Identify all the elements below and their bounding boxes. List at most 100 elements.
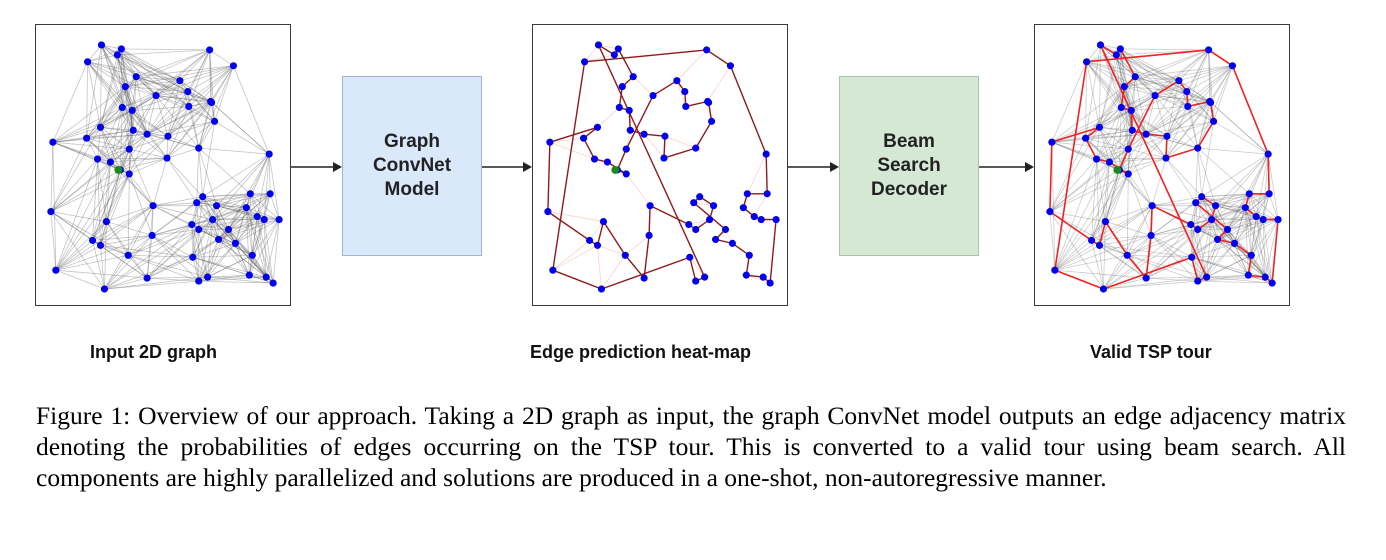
graph-node: [117, 45, 125, 53]
graph-edge: [212, 219, 253, 256]
graph-edge: [87, 48, 122, 63]
graph-edge: [198, 207, 247, 230]
graph-edge: [210, 65, 234, 102]
graph-node: [106, 158, 114, 166]
graph-edge: [1244, 207, 1249, 276]
heat-edge-strong: [602, 221, 626, 256]
graph-edge: [1227, 229, 1266, 278]
graph-edge: [1091, 240, 1104, 290]
graph-edge: [1209, 65, 1233, 102]
tour-edge: [1104, 221, 1128, 256]
graph-edge: [97, 159, 101, 246]
graph-edge: [1127, 224, 1191, 256]
graph-node: [590, 155, 599, 163]
graph-edge: [128, 95, 157, 150]
graph-edge: [1103, 221, 1106, 290]
graph-edge: [1154, 95, 1168, 137]
graph-edge: [1099, 235, 1152, 246]
graph-edge: [1166, 91, 1188, 137]
graph-edge: [1206, 276, 1273, 284]
graph-edge: [152, 157, 168, 206]
graph-edge: [1051, 142, 1056, 271]
graph-edge: [1250, 219, 1279, 256]
graph-edge: [1245, 193, 1270, 209]
graph-edge: [1262, 219, 1273, 284]
graph-edge: [50, 169, 121, 212]
graph-edge: [146, 256, 193, 279]
arrow-to-beam: [788, 158, 839, 176]
graph-edge: [100, 107, 123, 128]
graph-node: [1127, 106, 1135, 115]
graph-edge: [128, 254, 208, 278]
graph-node: [93, 155, 102, 163]
graph-node: [621, 251, 629, 259]
graph-edge: [1128, 135, 1168, 150]
graph-edge: [1234, 219, 1279, 244]
graph-edge: [251, 219, 280, 256]
graph-node: [673, 77, 681, 85]
graph-edge: [1227, 207, 1246, 230]
graph-edge: [1096, 107, 1122, 160]
graph-node: [1205, 46, 1213, 54]
beam-search-decoder-box: Beam Search Decoder: [839, 76, 979, 256]
graph-edge: [1128, 157, 1167, 175]
graph-edge: [1096, 148, 1129, 160]
graph-edge: [198, 229, 219, 240]
graph-edge: [218, 239, 250, 276]
graph-edge: [1215, 205, 1228, 230]
heat-edge-strong: [552, 61, 586, 271]
graph-edge: [1186, 49, 1209, 92]
graph-node: [213, 202, 221, 210]
graph-node: [692, 277, 700, 285]
graph-edge: [1096, 133, 1147, 160]
graph-edge: [106, 221, 148, 279]
graph-edge: [97, 148, 130, 160]
graph-edge: [1191, 257, 1207, 278]
graph-edge: [120, 135, 169, 171]
graph-edge: [216, 205, 236, 244]
graph-node: [248, 251, 256, 259]
heat-edge-strong: [616, 148, 627, 171]
graph-edge: [166, 147, 199, 159]
graph-node: [750, 213, 758, 221]
graph-edge: [110, 110, 133, 163]
graph-edge: [198, 102, 212, 149]
tour-edge: [1054, 61, 1088, 271]
graph-edge: [1099, 245, 1104, 290]
graph-edge: [1165, 157, 1197, 203]
graph-node: [193, 199, 201, 207]
graph-node: [1101, 217, 1110, 226]
heat-edge-weak: [552, 245, 598, 271]
graph-edge: [245, 207, 250, 276]
graph-edge: [146, 235, 153, 279]
graph-node: [1210, 117, 1218, 125]
graph-node: [711, 235, 720, 243]
graph-edge: [1099, 44, 1101, 128]
graph-edge: [1244, 207, 1252, 256]
graph-edge: [125, 80, 180, 88]
graph-edge: [1146, 277, 1198, 282]
graph-edge: [127, 205, 154, 256]
graph-edge: [117, 54, 188, 92]
graph-edge: [86, 110, 133, 139]
graph-edge: [196, 202, 219, 240]
graph-edge: [1166, 106, 1189, 137]
heat-edge-strong: [547, 142, 551, 212]
graph-edge: [1215, 205, 1235, 244]
graph-node: [1245, 190, 1253, 198]
graph-edge: [1099, 54, 1117, 128]
graph-edge: [263, 193, 271, 220]
graph-edge: [207, 229, 229, 278]
graph-edge: [153, 202, 197, 207]
graph-edge: [87, 61, 148, 135]
arrow-to-tour: [979, 158, 1034, 176]
graph-edge: [146, 65, 234, 135]
graph-edge: [1150, 235, 1207, 278]
graph-node: [1131, 73, 1139, 81]
graph-node: [231, 239, 240, 247]
graph-edge: [52, 110, 133, 143]
graph-edge: [1049, 173, 1129, 212]
heat-edge-weak: [632, 76, 654, 96]
graph-edge: [147, 133, 199, 149]
graph-edge: [1099, 161, 1110, 246]
